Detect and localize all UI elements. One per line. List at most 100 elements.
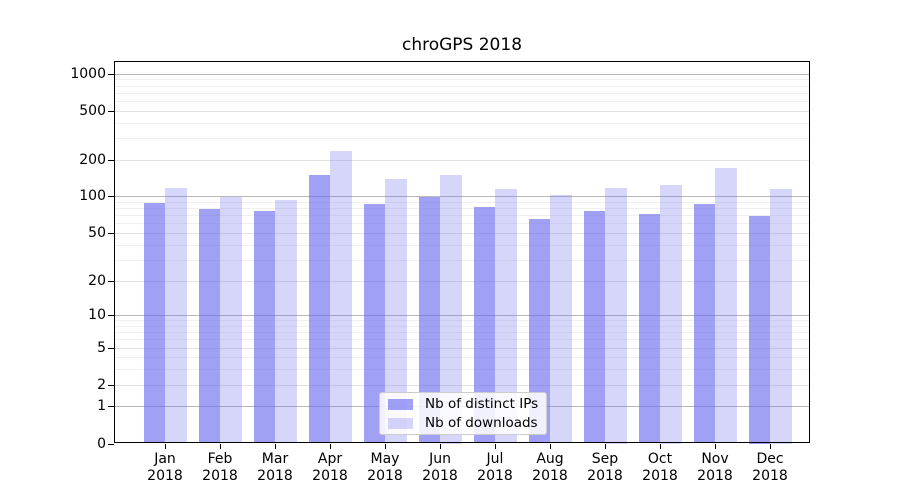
bar-downloads	[715, 168, 737, 444]
bar-distinct-ips	[748, 216, 770, 444]
legend-swatch-downloads	[388, 417, 413, 429]
x-tick-mark	[330, 444, 331, 449]
y-tick-label: 50	[88, 225, 106, 241]
bar-downloads	[495, 189, 517, 444]
gridline	[114, 347, 810, 349]
y-tick-label: 5	[97, 339, 106, 356]
minor-gridline	[114, 339, 810, 341]
x-tick-mark	[605, 444, 606, 449]
minor-gridline	[114, 223, 810, 225]
x-tick-mark	[550, 444, 551, 449]
x-tick-label: Aug 2018	[532, 451, 568, 484]
bar-distinct-ips	[473, 206, 495, 444]
x-tick-label: Jul 2018	[477, 451, 513, 484]
y-tick-mark	[108, 73, 114, 75]
bar-downloads	[330, 150, 352, 444]
y-tick-label: 1000	[70, 65, 106, 82]
minor-gridline	[114, 79, 810, 81]
y-tick-mark	[108, 347, 114, 349]
x-tick-label: Feb 2018	[202, 451, 238, 484]
y-tick-label: 200	[79, 151, 106, 168]
minor-gridline	[114, 369, 810, 371]
x-tick-mark	[275, 444, 276, 449]
y-tick-label: 2	[97, 376, 106, 393]
bar-downloads	[220, 197, 242, 444]
minor-gridline	[114, 100, 810, 102]
gridline	[114, 110, 810, 112]
x-tick-label: Apr 2018	[312, 451, 348, 484]
y-tick-mark	[108, 384, 114, 386]
bar-downloads	[605, 188, 627, 444]
x-tick-label: Sep 2018	[587, 451, 623, 484]
y-tick-mark	[108, 233, 114, 234]
x-tick-mark	[385, 444, 386, 449]
legend: Nb of distinct IPs Nb of downloads	[379, 392, 547, 435]
bar-distinct-ips	[253, 210, 275, 444]
minor-gridline	[114, 215, 810, 217]
y-tick-label: 20	[88, 272, 106, 289]
x-tick-label: Oct 2018	[642, 451, 678, 484]
legend-label-downloads: Nb of downloads	[425, 415, 538, 431]
minor-gridline	[114, 85, 810, 87]
minor-gridline	[114, 259, 810, 261]
x-tick-mark	[495, 444, 496, 449]
minor-gridline	[114, 332, 810, 334]
minor-gridline	[114, 357, 810, 359]
x-tick-mark	[440, 444, 441, 449]
chart-title: chroGPS 2018	[401, 35, 523, 55]
gridline	[114, 384, 810, 386]
gridline	[114, 280, 810, 282]
x-tick-label: Nov 2018	[697, 451, 733, 484]
y-tick-mark	[108, 196, 114, 198]
gridline	[114, 73, 810, 75]
bar-distinct-ips	[638, 213, 660, 444]
minor-gridline	[114, 202, 810, 203]
minor-gridline	[114, 320, 810, 322]
bar-downloads	[770, 189, 792, 444]
minor-gridline	[114, 208, 810, 210]
legend-item-distinct-ips: Nb of distinct IPs	[388, 396, 538, 412]
x-tick-label: Jan 2018	[147, 451, 183, 484]
minor-gridline	[114, 122, 810, 124]
y-tick-mark	[108, 406, 114, 408]
legend-label-distinct-ips: Nb of distinct IPs	[425, 396, 539, 412]
bar-distinct-ips	[583, 210, 605, 444]
legend-swatch-distinct-ips	[388, 398, 413, 410]
gridline	[114, 315, 810, 317]
y-tick-mark	[108, 315, 114, 317]
x-tick-mark	[660, 444, 661, 449]
minor-gridline	[114, 137, 810, 139]
y-tick-label: 100	[79, 188, 106, 205]
legend-item-downloads: Nb of downloads	[388, 415, 538, 431]
bar-downloads	[385, 178, 407, 444]
y-tick-mark	[108, 443, 114, 445]
bar-distinct-ips	[693, 204, 715, 444]
x-tick-label: Mar 2018	[257, 451, 293, 484]
y-tick-label: 500	[79, 102, 106, 119]
y-tick-label: 1	[97, 398, 106, 415]
x-tick-label: Dec 2018	[752, 451, 788, 484]
y-tick-mark	[108, 159, 114, 161]
gridline	[114, 196, 810, 198]
bar-distinct-ips	[528, 219, 550, 444]
bar-downloads	[165, 187, 187, 444]
bar-distinct-ips	[143, 203, 165, 444]
bar-downloads	[660, 184, 682, 444]
minor-gridline	[114, 92, 810, 94]
bar-distinct-ips	[198, 208, 220, 444]
minor-gridline	[114, 325, 810, 327]
x-tick-mark	[715, 444, 716, 449]
y-tick-label: 0	[97, 435, 106, 452]
y-tick-mark	[108, 280, 114, 282]
bar-distinct-ips	[308, 174, 330, 444]
y-tick-label: 10	[88, 307, 106, 324]
x-tick-mark	[770, 444, 771, 449]
x-tick-label: Jun 2018	[422, 451, 458, 484]
bar-distinct-ips	[363, 203, 385, 444]
gridline	[114, 233, 810, 234]
gridline	[114, 159, 810, 161]
x-tick-label: May 2018	[367, 451, 403, 484]
x-tick-mark	[165, 444, 166, 449]
x-tick-mark	[220, 444, 221, 449]
